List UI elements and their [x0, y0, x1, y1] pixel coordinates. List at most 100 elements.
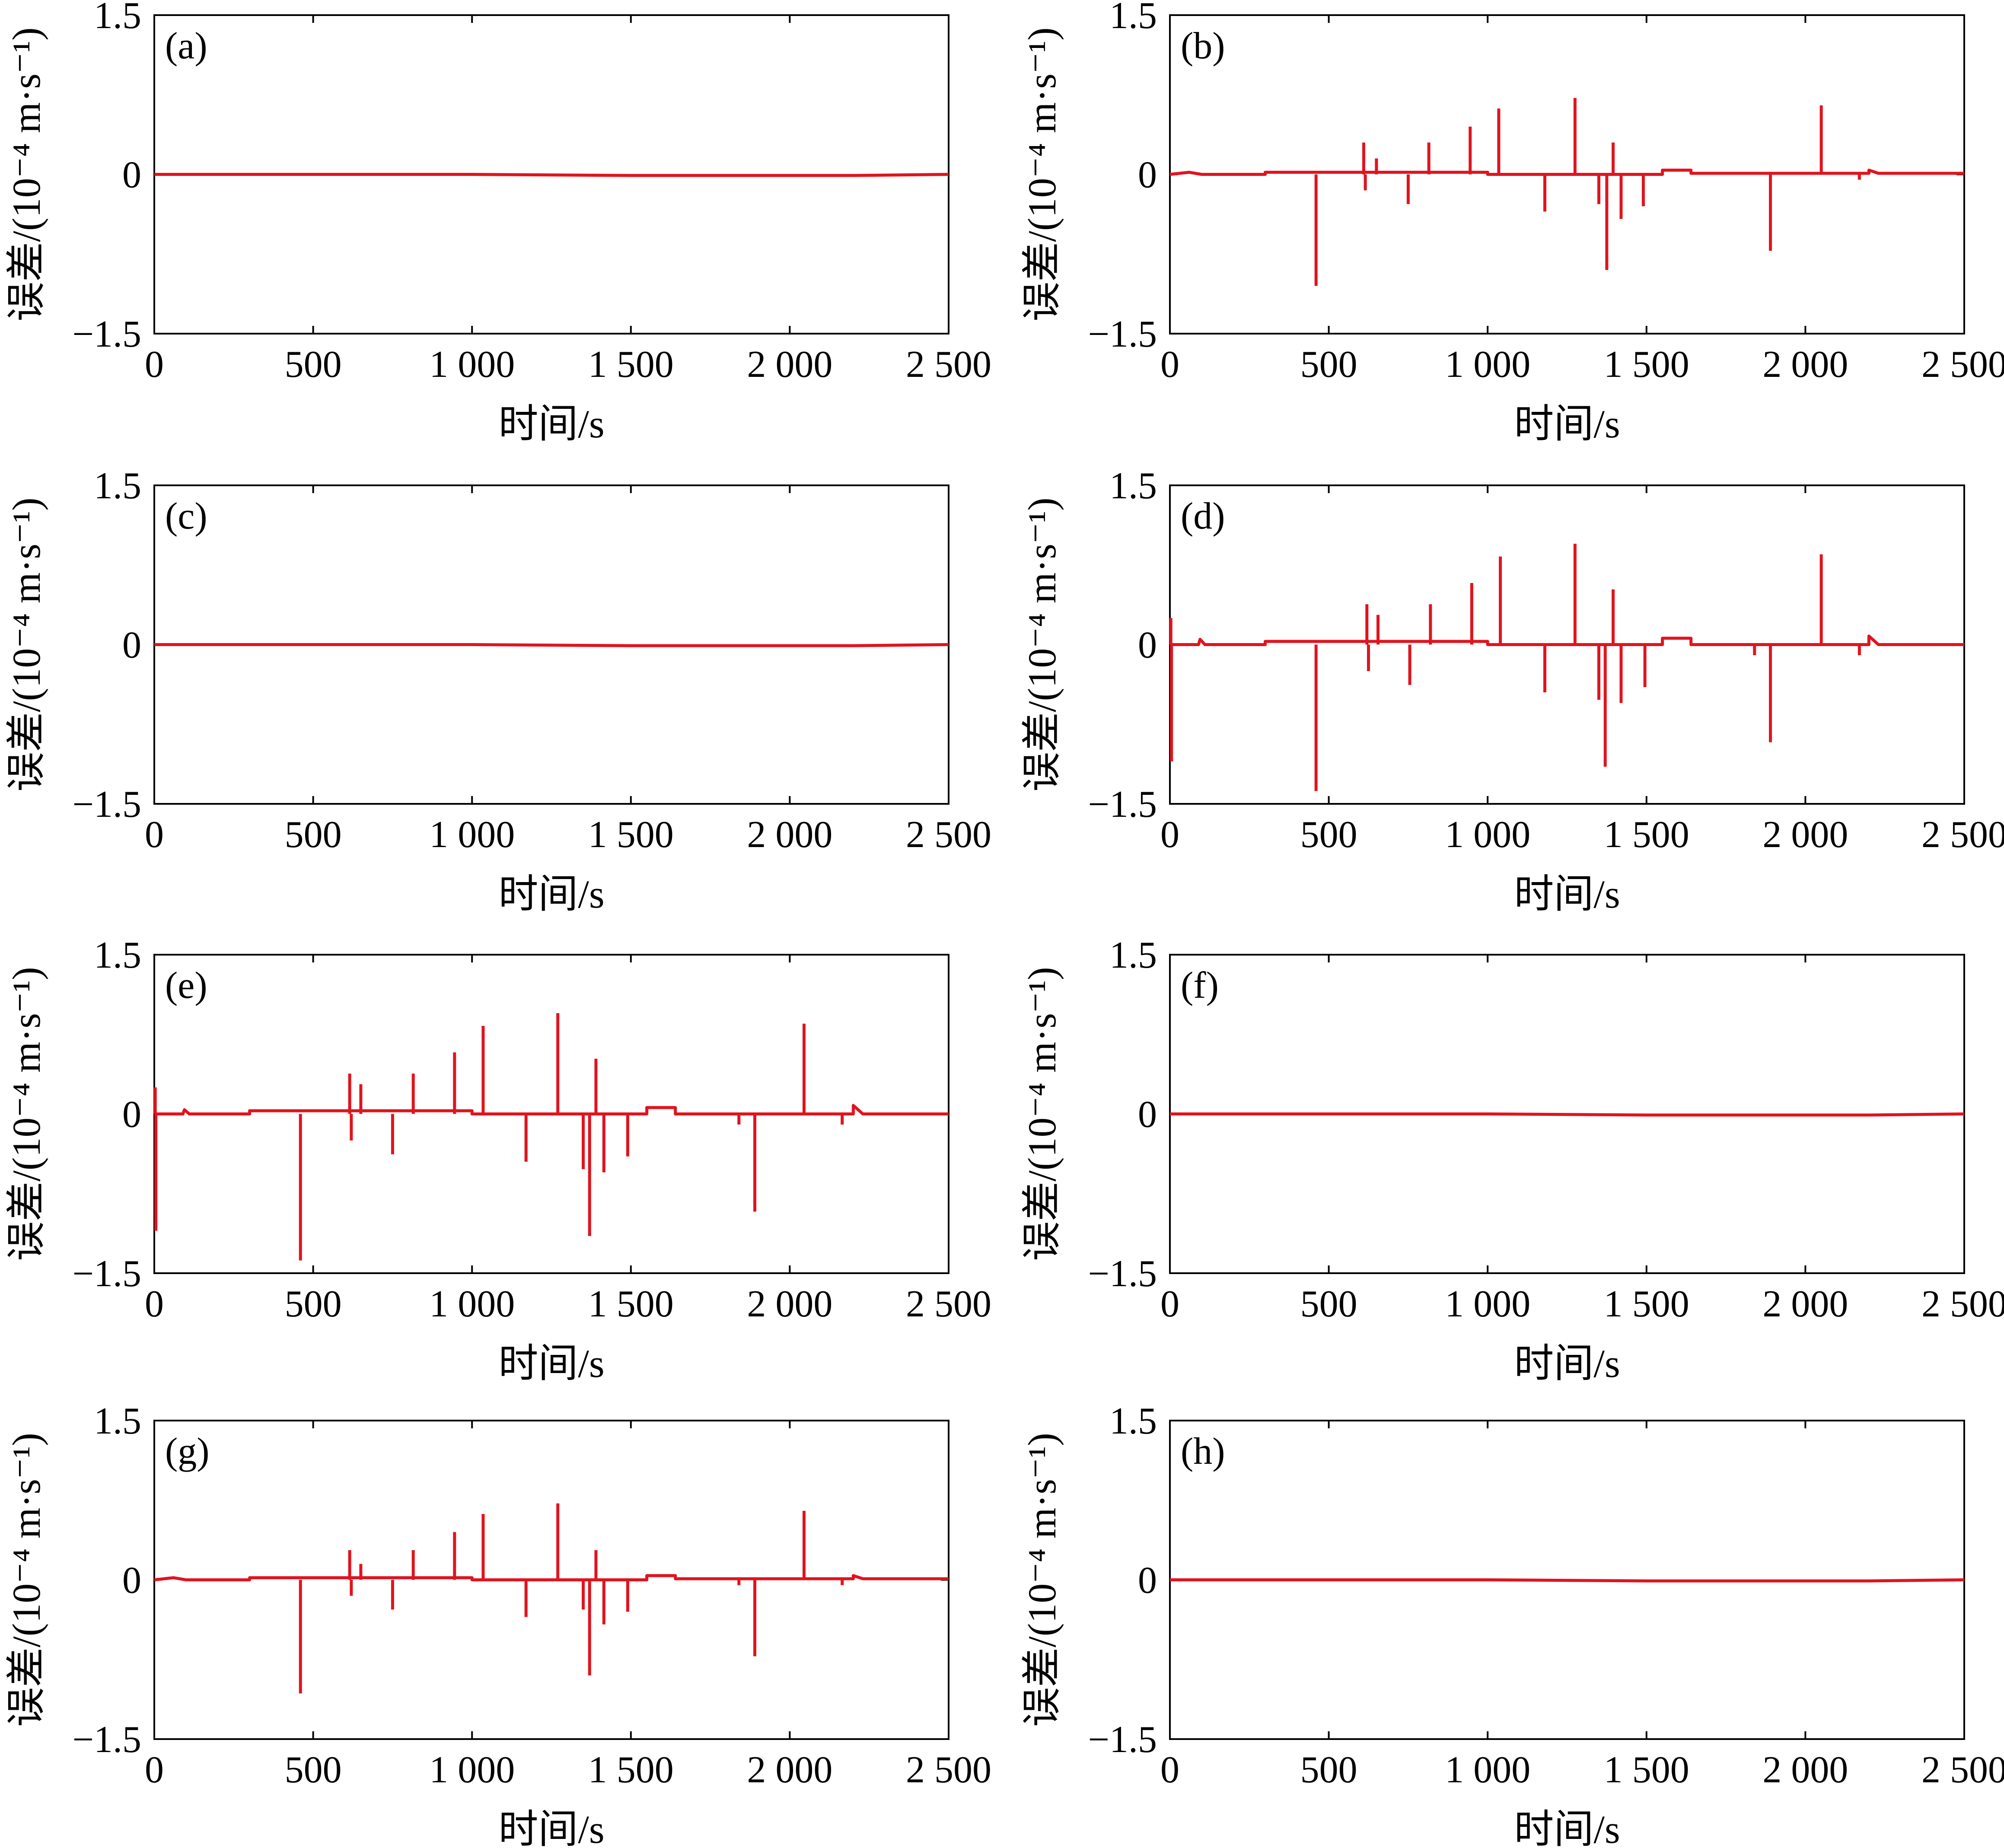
- x-tick-label: 500: [1300, 814, 1357, 856]
- panel-label: (e): [165, 965, 207, 1007]
- x-tick-label: 1 000: [1445, 1749, 1530, 1791]
- x-axis-title: 时间/s: [1514, 1341, 1620, 1386]
- x-tick-label: 2 000: [747, 814, 832, 856]
- y-tick-label: −1.5: [1088, 1719, 1157, 1761]
- x-tick-label: 1 500: [1604, 814, 1689, 856]
- chart-panel: 0 500 1 000 1 500 2 000 2 5001.50−1.5时间/s误差/(…: [4, 1400, 991, 1848]
- chart-panel: 0 500 1 000 1 500 2 000 2 5001.50−1.5时间/s误差/(…: [4, 465, 991, 916]
- x-tick-label: 2 500: [906, 1749, 991, 1791]
- series-baseline: [1169, 169, 1964, 176]
- y-tick-label: 1.5: [94, 465, 141, 507]
- x-tick-label: 0: [145, 1283, 164, 1325]
- x-tick-label: 500: [1300, 1749, 1357, 1791]
- x-tick-label: 1 000: [1445, 344, 1530, 386]
- chart-panel: 0 500 1 000 1 500 2 000 2 5001.50−1.5时间/s误差/(…: [1020, 465, 2004, 916]
- x-tick-label: 1 500: [1604, 1749, 1689, 1791]
- x-tick-label: 500: [285, 344, 342, 386]
- panel-label: (d): [1181, 495, 1225, 537]
- x-axis-title: 时间/s: [498, 872, 604, 916]
- x-tick-label: 2 000: [1762, 344, 1848, 386]
- x-tick-label: 2 000: [1762, 1283, 1848, 1325]
- x-tick-label: 500: [1300, 344, 1357, 386]
- x-tick-label: 1 000: [429, 814, 515, 856]
- x-tick-label: 500: [285, 1283, 342, 1325]
- series-baseline: [154, 643, 949, 647]
- x-tick-label: 0: [145, 1749, 164, 1791]
- x-axis-title: 时间/s: [498, 1341, 604, 1386]
- panel-label: (a): [165, 25, 207, 67]
- x-tick-label: 2 000: [747, 1283, 832, 1325]
- panel-label: (h): [1181, 1431, 1225, 1472]
- x-tick-label: 0: [145, 814, 164, 856]
- y-tick-label: 1.5: [1109, 465, 1157, 507]
- y-axis-title: 误差/(10⁻⁴ m·s⁻¹): [4, 1433, 48, 1727]
- x-tick-label: 1 000: [1445, 1283, 1530, 1325]
- y-tick-label: 1.5: [94, 0, 141, 37]
- x-tick-label: 500: [1300, 1283, 1357, 1325]
- y-tick-label: 0: [1138, 154, 1157, 196]
- chart-panel: 0 500 1 000 1 500 2 000 2 5001.50−1.5时间/s误差/(…: [1020, 934, 2004, 1386]
- panel-label: (g): [165, 1431, 210, 1472]
- x-tick-label: 2 500: [1921, 1749, 2004, 1791]
- y-tick-label: −1.5: [1088, 313, 1157, 355]
- y-axis-title: 误差/(10⁻⁴ m·s⁻¹): [4, 27, 48, 322]
- x-tick-label: 2 500: [906, 344, 991, 386]
- chart-panel: 0 500 1 000 1 500 2 000 2 5001.50−1.5时间/s误差/(…: [4, 0, 991, 446]
- x-tick-label: 2 500: [1921, 1283, 2004, 1325]
- panel-label: (c): [165, 495, 207, 537]
- y-tick-label: 1.5: [1109, 934, 1157, 976]
- x-tick-label: 1 500: [1604, 344, 1689, 386]
- x-tick-label: 0: [145, 344, 164, 386]
- y-tick-label: 0: [1138, 624, 1157, 666]
- x-tick-label: 0: [1160, 1749, 1179, 1791]
- x-axis-title: 时间/s: [1514, 872, 1620, 916]
- x-tick-label: 2 000: [1762, 1749, 1848, 1791]
- y-axis-title: 误差/(10⁻⁴ m·s⁻¹): [4, 497, 48, 792]
- x-tick-label: 1 500: [1604, 1283, 1689, 1325]
- x-tick-label: 0: [1160, 1283, 1179, 1325]
- x-tick-label: 2 000: [747, 344, 832, 386]
- x-tick-label: 500: [285, 1749, 342, 1791]
- y-tick-label: 1.5: [1109, 1400, 1157, 1442]
- chart-panel: 0 500 1 000 1 500 2 000 2 5001.50−1.5时间/s误差/(…: [1020, 0, 2004, 446]
- y-tick-label: −1.5: [1088, 1253, 1157, 1295]
- x-tick-label: 1 500: [588, 1283, 674, 1325]
- x-tick-label: 1 000: [429, 344, 515, 386]
- x-tick-label: 2 000: [747, 1749, 832, 1791]
- series-baseline: [154, 1104, 949, 1115]
- y-axis-title: 误差/(10⁻⁴ m·s⁻¹): [1020, 1433, 1064, 1727]
- x-tick-label: 2 500: [906, 814, 991, 856]
- y-tick-label: 0: [122, 1094, 141, 1136]
- y-tick-label: −1.5: [72, 784, 141, 825]
- y-axis-title: 误差/(10⁻⁴ m·s⁻¹): [1020, 967, 1064, 1261]
- x-axis-title: 时间/s: [1514, 402, 1620, 446]
- x-tick-label: 2 500: [906, 1283, 991, 1325]
- y-tick-label: 0: [1138, 1560, 1157, 1602]
- series-baseline: [154, 173, 949, 177]
- y-axis-title: 误差/(10⁻⁴ m·s⁻¹): [1020, 497, 1064, 792]
- x-tick-label: 1 500: [588, 344, 674, 386]
- y-tick-label: 0: [1138, 1094, 1157, 1136]
- series-baseline: [154, 1574, 949, 1581]
- x-tick-label: 1 500: [588, 814, 674, 856]
- y-tick-label: 1.5: [94, 934, 141, 976]
- x-tick-label: 0: [1160, 344, 1179, 386]
- panel-label: (f): [1181, 965, 1219, 1007]
- x-tick-label: 2 000: [1762, 814, 1848, 856]
- y-tick-label: 1.5: [1109, 0, 1157, 37]
- series-baseline: [1170, 1578, 1965, 1583]
- y-tick-label: −1.5: [1088, 784, 1157, 825]
- y-tick-label: 1.5: [94, 1400, 141, 1442]
- chart-panel: 0 500 1 000 1 500 2 000 2 5001.50−1.5时间/s误差/(…: [1020, 1400, 2004, 1848]
- series-baseline: [1170, 634, 1964, 646]
- x-tick-label: 2 500: [1921, 344, 2004, 386]
- y-tick-label: −1.5: [72, 1253, 141, 1295]
- y-tick-label: 0: [122, 624, 141, 666]
- panel-label: (b): [1181, 25, 1225, 67]
- x-tick-label: 0: [1160, 814, 1179, 856]
- x-tick-label: 500: [285, 814, 342, 856]
- x-axis-title: 时间/s: [498, 1807, 604, 1848]
- y-tick-label: 0: [122, 1560, 141, 1602]
- x-tick-label: 1 000: [429, 1749, 515, 1791]
